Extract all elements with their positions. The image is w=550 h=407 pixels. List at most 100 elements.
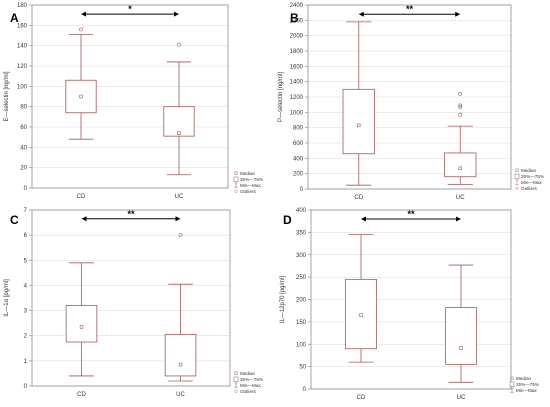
panel-b: B 0 200 400 600 800 1000 1200 1400 1600 1800 2000 22… — [278, 3, 544, 201]
y-tick-label: 50 — [299, 365, 306, 371]
panel-letter: A — [10, 11, 19, 25]
outlier-point — [458, 92, 463, 96]
legend-whisker-symbol — [234, 182, 238, 188]
legend-label: Outliers — [240, 389, 257, 394]
y-tick-label: 200 — [296, 298, 307, 304]
outlier-point — [458, 103, 463, 108]
y-tick-label: 6 — [24, 233, 28, 239]
iqr-box — [444, 152, 477, 178]
legend-outlier-symbol — [234, 189, 238, 193]
box-uc: UC — [445, 264, 477, 401]
legend-outlier-symbol — [234, 389, 238, 393]
y-axis-title: E—selectin [ng/ml] — [4, 71, 10, 121]
y-axis-title: P—selectin [ng/ml] — [278, 72, 284, 122]
legend-box-symbol — [233, 176, 239, 182]
median-marker — [79, 94, 83, 99]
plot-frame — [31, 209, 231, 387]
iqr-box — [445, 307, 477, 365]
y-tick-label: 120 — [17, 64, 28, 70]
box-cd: CD — [342, 21, 375, 201]
outlier-point — [177, 42, 181, 47]
significance-marker: ** — [407, 209, 415, 219]
x-tick-label: UC — [457, 395, 466, 401]
legend-label: Outliers — [521, 186, 538, 191]
y-tick-label: 1200 — [290, 95, 304, 101]
legend-outlier-symbol — [515, 186, 519, 190]
y-tick-label: 7 — [24, 208, 28, 214]
panel-letter: B — [290, 11, 299, 25]
arrow-head-right — [175, 216, 181, 222]
significance-marker: * — [128, 4, 132, 14]
x-tick-label: UC — [175, 194, 184, 200]
y-tick-label: 4 — [24, 283, 28, 289]
legend-label: Min—Max — [240, 183, 261, 188]
y-tick-label: 160 — [17, 23, 28, 29]
y-tick-label: 400 — [293, 156, 304, 162]
y-tick-label: 1800 — [290, 49, 304, 55]
box-cd: CD — [345, 234, 377, 401]
y-tick-label: 2200 — [290, 18, 304, 24]
y-tick-label: 300 — [296, 253, 307, 259]
plot-frame — [31, 4, 229, 189]
box-uc: UC — [164, 233, 197, 398]
legend-median-symbol — [234, 171, 238, 175]
y-tick-label: 800 — [293, 126, 304, 132]
outlier-point — [178, 233, 183, 238]
y-tick-label: 1600 — [290, 64, 304, 70]
box-cd: CD — [65, 27, 97, 200]
significance-marker: ** — [127, 209, 135, 219]
legend-median-symbol — [234, 371, 238, 375]
x-tick-label: CD — [77, 194, 86, 200]
box-uc: UC — [163, 42, 195, 200]
x-tick-label: CD — [354, 195, 363, 201]
legend-whisker-symbol — [515, 179, 519, 185]
y-tick-label: 100 — [17, 84, 28, 90]
y-tick-label: 1400 — [290, 80, 304, 86]
y-axis-title: IL—1α [pg/ml] — [4, 279, 10, 317]
legend-label: 25%—75% — [240, 377, 263, 382]
y-tick-label: 1000 — [290, 110, 304, 116]
plot-frame — [307, 4, 512, 190]
arrow-head-right — [455, 11, 461, 17]
panel-a: A 0 20 40 60 80 100 120 140 160 180 E—selectin [ng/… — [4, 3, 263, 200]
median-marker — [178, 362, 183, 367]
y-tick-label: 60 — [20, 125, 27, 131]
panel-d: D 0 50 100 150 200 250 300 350 400 IL—12p70 [pg/ml… — [280, 208, 539, 401]
x-tick-label: UC — [176, 392, 185, 398]
iqr-box — [65, 305, 98, 343]
x-tick-label: CD — [357, 395, 366, 401]
x-tick-label: CD — [77, 392, 86, 398]
outlier-point — [79, 27, 83, 32]
panel-letter: C — [10, 213, 19, 227]
y-tick-label: 2400 — [290, 3, 304, 9]
legend-whisker-symbol — [510, 387, 514, 393]
legend-label: 25%—75% — [516, 382, 539, 387]
legend-box-symbol — [509, 381, 515, 387]
arrow-head-left — [81, 11, 86, 17]
x-tick-label: UC — [456, 195, 465, 201]
y-tick-label: 80 — [20, 105, 27, 111]
legend-label: Min—Max — [240, 383, 261, 388]
y-tick-label: 40 — [20, 145, 27, 151]
y-tick-label: 140 — [17, 44, 28, 50]
median-marker — [79, 325, 84, 329]
arrow-head-left — [361, 216, 366, 222]
legend-label: Min—Max — [516, 388, 537, 393]
legend-label: 25%—75% — [240, 177, 263, 182]
median-marker — [459, 346, 463, 350]
legend-label: Median — [521, 168, 537, 173]
y-tick-label: 5 — [24, 258, 28, 264]
legend-label: Median — [240, 371, 256, 376]
box-uc: UC — [444, 92, 477, 201]
y-tick-label: 250 — [296, 275, 307, 281]
median-marker — [458, 166, 462, 170]
iqr-box — [342, 88, 375, 155]
y-tick-label: 2000 — [290, 34, 304, 40]
iqr-box — [164, 334, 197, 377]
y-tick-label: 200 — [293, 172, 304, 178]
legend-box-symbol — [514, 173, 520, 179]
